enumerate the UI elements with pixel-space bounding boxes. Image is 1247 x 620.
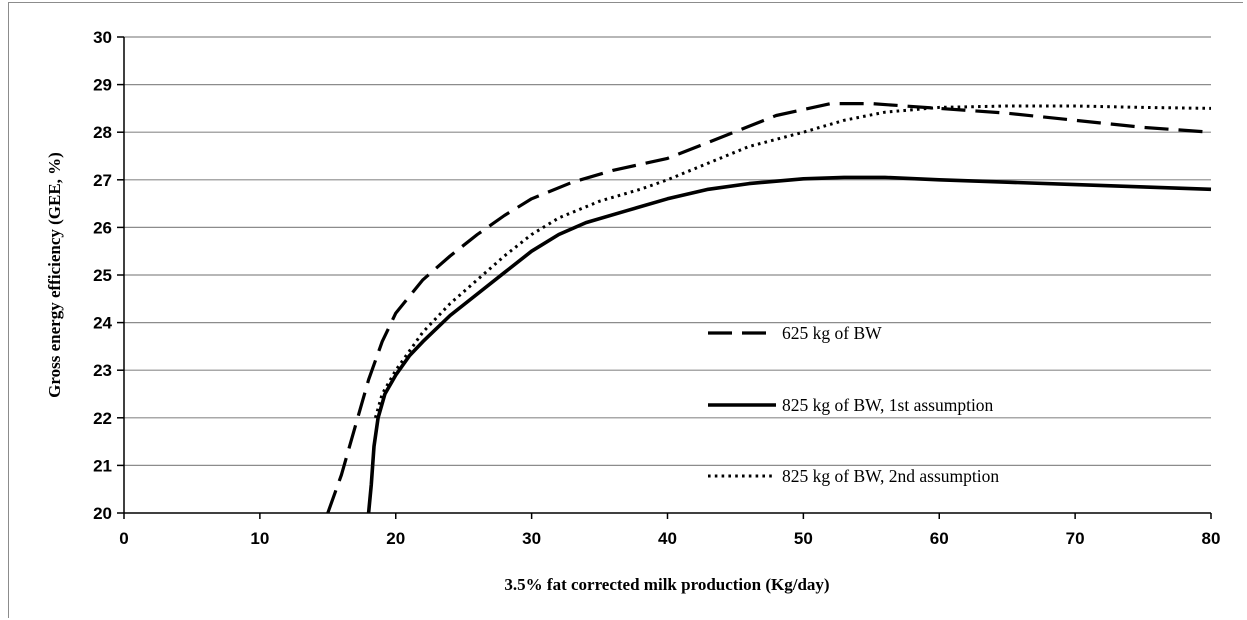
series-lines (326, 102, 1212, 514)
legend-label-1: 625 kg of BW (782, 323, 882, 343)
x-tick-label: 70 (1066, 529, 1085, 548)
x-tick-label: 0 (119, 529, 128, 548)
y-tick-label: 30 (93, 28, 112, 47)
x-tick-label: 80 (1202, 529, 1221, 548)
y-tick-label: 29 (93, 76, 112, 95)
legend-label-2: 825 kg of BW, 1st assumption (782, 395, 994, 415)
series-line-3 (373, 104, 1212, 419)
y-tick-label: 26 (93, 218, 112, 237)
y-tick-label: 23 (93, 361, 112, 380)
y-tick-label: 28 (93, 123, 112, 142)
x-tick-label: 40 (658, 529, 677, 548)
x-tick-label: 10 (250, 529, 269, 548)
series-line-1 (326, 102, 1212, 514)
y-tick-label: 22 (93, 409, 112, 428)
y-tick-label: 21 (93, 456, 112, 475)
chart-frame (8, 2, 1243, 618)
x-axis-title: 3.5% fat corrected milk production (Kg/d… (504, 575, 829, 594)
x-tick-label: 50 (794, 529, 813, 548)
y-tick-label: 20 (93, 504, 112, 523)
x-tick-label: 20 (386, 529, 405, 548)
x-tick-label: 30 (522, 529, 541, 548)
y-tick-label: 25 (93, 266, 112, 285)
grid-lines (124, 36, 1211, 466)
y-axis-title: Gross energy efficiency (GEE, %) (45, 152, 64, 398)
axes (117, 36, 1212, 519)
x-tick-label: 60 (930, 529, 949, 548)
legend: 625 kg of BW 825 kg of BW, 1st assumption… (708, 323, 999, 486)
legend-label-3: 825 kg of BW, 2nd assumption (782, 466, 999, 486)
series-line-2 (366, 175, 1212, 514)
y-tick-label: 24 (93, 314, 112, 333)
y-tick-label: 27 (93, 171, 112, 190)
tick-labels: 20 21 22 23 24 25 26 27 28 29 30 0 10 20 30 40 50 60 70 80 (93, 28, 1220, 548)
